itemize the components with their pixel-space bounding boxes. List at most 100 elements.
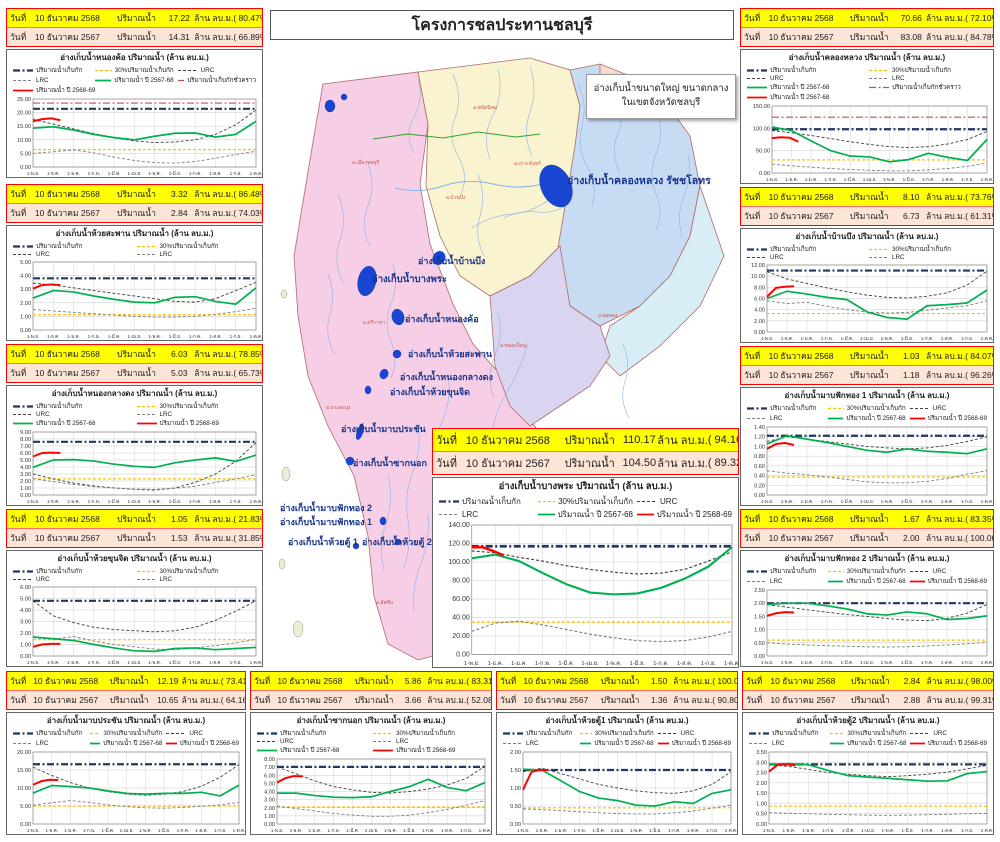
svg-text:1-ก.ค.: 1-ก.ค. (668, 828, 681, 833)
volume-value: 83.08 (900, 32, 922, 42)
svg-text:1-เม.ย.: 1-เม.ย. (860, 660, 874, 665)
svg-text:1-ส.ค.: 1-ส.ค. (941, 660, 954, 665)
legend-item-lrc: LRC (439, 508, 534, 521)
volume-value: 17.22 (168, 13, 190, 23)
chart-title: อ่างเก็บน้ำบางพระ ปริมาณน้ำ (ล้าน ลบ.ม.) (498, 481, 673, 492)
current-year-row: วันที่ 10 ธันวาคม 2568 ปริมาณน้ำ 2.84 ล้… (743, 672, 993, 691)
svg-text:1-พ.ย.: 1-พ.ย. (271, 828, 283, 833)
volume-label: ปริมาณน้ำ (117, 533, 156, 543)
svg-text:0.00: 0.00 (756, 822, 767, 828)
svg-text:1-ก.พ.: 1-ก.พ. (88, 334, 100, 339)
chart-plot: 0.00 1.00 2.00 3.00 4.00 5.00 1-พ.ย. 1-ธ.ค. 1-ม.… (20, 260, 262, 339)
legend-item-y6768: ปริมาณน้ำ ปี 2567-68 (538, 508, 633, 521)
legend-label: ปริมาณน้ำเก็บกัก (770, 405, 817, 412)
svg-text:1-ก.ค.: 1-ก.ค. (921, 660, 934, 665)
reservoir-chart: อ่างเก็บน้ำหนองกลางดง ปริมาณน้ำ (ล้าน ลบ… (6, 385, 263, 506)
legend-item-capacity: ปริมาณน้ำเก็บกัก (747, 566, 824, 576)
date-label: วันที่ (744, 211, 761, 221)
svg-text:9.00: 9.00 (20, 430, 31, 436)
svg-text:2.00: 2.00 (20, 301, 31, 307)
chart-legend: ปริมาณน้ำเก็บกัก 30%ปริมาณน้ำเก็บกัก URC LR… (7, 240, 262, 258)
percent-value: ( 80.47% ) (233, 13, 262, 23)
svg-text:1-ส.ค.: 1-ส.ค. (941, 336, 954, 341)
date-value: 10 ธันวาคม 2567 (768, 32, 834, 42)
chart-legend: ปริมาณน้ำเก็บกัก 30%ปริมาณน้ำเก็บกัก URC LR… (433, 494, 738, 521)
map-reservoir-label: อ่างเก็บน้ำคลองหลวง รัชชโลทร (567, 175, 711, 187)
legend-label: ปริมาณน้ำเก็บกัก (526, 730, 573, 737)
svg-text:10.00: 10.00 (17, 786, 31, 792)
svg-text:1-ธ.ค.: 1-ธ.ค. (488, 660, 504, 667)
map-reservoir-label: อ่างเก็บน้ำมาบฟักทอง 2 (280, 503, 373, 513)
svg-text:1-ก.ย.: 1-ก.ย. (961, 177, 973, 182)
svg-text:1-ก.พ.: 1-ก.พ. (88, 660, 100, 665)
svg-text:5.00: 5.00 (264, 781, 275, 787)
svg-text:1-ต.ค.: 1-ต.ค. (981, 177, 993, 182)
date-label: วันที่ (10, 695, 27, 705)
legend-item-y6869: ปริมาณน้ำ ปี 2568-69 (136, 418, 257, 428)
svg-text:1-พ.ค.: 1-พ.ค. (881, 660, 894, 665)
legend-label: ปริมาณน้ำเก็บกักชั่วคราว (892, 84, 961, 91)
svg-text:0.00: 0.00 (510, 822, 521, 828)
svg-text:0.00: 0.00 (754, 330, 765, 336)
svg-text:1-ม.ค.: 1-ม.ค. (67, 660, 80, 665)
map-district-label: อ.บ่อทอง (598, 313, 618, 319)
status-header: วันที่ 10 ธันวาคม 2568 ปริมาณน้ำ 70.66 ล… (740, 8, 994, 47)
legend-item-temp: ปริมาณน้ำเก็บกักชั่วคราว (177, 75, 256, 85)
legend-label: LRC (462, 510, 479, 519)
percent-value: ( 98.00% ) (965, 676, 993, 686)
svg-text:1-เม.ย.: 1-เม.ย. (127, 171, 141, 176)
svg-text:15.00: 15.00 (17, 124, 31, 130)
svg-text:1-เม.ย.: 1-เม.ย. (860, 336, 874, 341)
svg-text:1-ม.ค.: 1-ม.ค. (801, 499, 814, 504)
svg-text:5.00: 5.00 (20, 458, 31, 464)
map-legend-line1: อ่างเก็บน้ำขนาดใหญ่ ขนาดกลาง (593, 83, 729, 94)
svg-text:1-มิ.ย.: 1-มิ.ย. (169, 334, 181, 339)
volume-value: 1.05 (171, 514, 188, 524)
chart-title: อ่างเก็บน้ำมาบฟักทอง 1 ปริมาณน้ำ (ล้าน ล… (784, 391, 950, 400)
svg-text:1-ก.ค.: 1-ก.ค. (921, 336, 934, 341)
legend-item-lrc: LRC (13, 738, 86, 748)
reservoir-panel-map-fak-thong-1: วันที่ 10 ธันวาคม 2568 ปริมาณน้ำ 1.03 ล้… (740, 346, 994, 506)
svg-text:1-ม.ค.: 1-ม.ค. (801, 336, 814, 341)
reservoir-chart: อ่างเก็บน้ำห้วยตู้1 ปริมาณน้ำ (ล้าน ลบ.ม… (496, 712, 738, 835)
chart-legend: ปริมาณน้ำเก็บกัก 30%ปริมาณน้ำเก็บกัก URC LR… (497, 727, 737, 748)
svg-text:1-ม.ค.: 1-ม.ค. (802, 828, 815, 833)
svg-text:1-มี.ค.: 1-มี.ค. (842, 827, 855, 833)
legend-item-capacity: ปริมาณน้ำเก็บกัก (747, 244, 865, 254)
unit-label: ล้าน ลบ.ม. (194, 349, 234, 359)
svg-text:1.50: 1.50 (754, 614, 765, 620)
date-label: วันที่ (10, 368, 27, 378)
percent-value: ( 99.31% ) (965, 695, 993, 705)
legend-label: ปริมาณน้ำ ปี 2567-68 (594, 740, 654, 747)
svg-text:1-พ.ค.: 1-พ.ค. (148, 660, 161, 665)
previous-year-row: วันที่ 10 ธันวาคม 2567 ปริมาณน้ำ 2.00 ล้… (741, 529, 993, 547)
volume-label: ปริมาณน้ำ (600, 676, 640, 686)
svg-text:1-เม.ย.: 1-เม.ย. (863, 177, 877, 182)
svg-text:1-ธ.ค.: 1-ธ.ค. (290, 828, 303, 833)
volume-label: ปริมาณน้ำ (849, 192, 889, 202)
date-label: วันที่ (254, 676, 271, 686)
svg-text:1-พ.ค.: 1-พ.ค. (881, 499, 894, 504)
status-header: วันที่ 10 ธันวาคม 2568 ปริมาณน้ำ 1.05 ล้… (6, 509, 263, 548)
chart-title: อ่างเก็บน้ำบ้านบึง ปริมาณน้ำ (ล้าน ลบ.ม.… (795, 232, 939, 241)
legend-label: LRC (159, 576, 173, 583)
svg-text:8.00: 8.00 (754, 285, 765, 291)
svg-text:1-เม.ย.: 1-เม.ย. (120, 828, 134, 833)
legend-item-pct30: 30%ปริมาณน้ำเก็บกัก (828, 403, 906, 413)
volume-label: ปริมาณน้ำ (600, 695, 640, 705)
percent-value: ( 73.76% ) (965, 192, 993, 202)
svg-text:4.00: 4.00 (264, 790, 275, 796)
unit-label: ล้าน ลบ.ม. (427, 676, 467, 686)
previous-year-row: วันที่ 10 ธันวาคม 2567 ปริมาณน้ำ 6.73 ล้… (741, 207, 993, 225)
volume-value: 6.03 (171, 349, 188, 359)
svg-text:1-ม.ค.: 1-ม.ค. (67, 499, 80, 504)
svg-text:1-ต.ค.: 1-ต.ค. (233, 828, 245, 833)
legend-item-capacity: ปริมาณน้ำเก็บกัก (749, 728, 826, 738)
date-value: 10 ธันวาคม 2567 (34, 533, 100, 543)
map-prachan-lake (356, 424, 364, 440)
legend-label: 30%ปริมาณน้ำเก็บกัก (159, 403, 219, 410)
chart-plot: 0.00 2.00 4.00 6.00 8.00 10.00 12.00 1-พ.ย. 1-ธ.… (751, 263, 993, 341)
legend-label: ปริมาณน้ำ ปี 2568-69 (671, 740, 731, 747)
chart-plot: 0.00 20.00 40.00 60.00 80.00 100.00 120.00 140.… (448, 522, 738, 667)
reservoir-chart: อ่างเก็บน้ำซากนอก ปริมาณน้ำ (ล้าน ลบ.ม.)… (250, 712, 492, 835)
